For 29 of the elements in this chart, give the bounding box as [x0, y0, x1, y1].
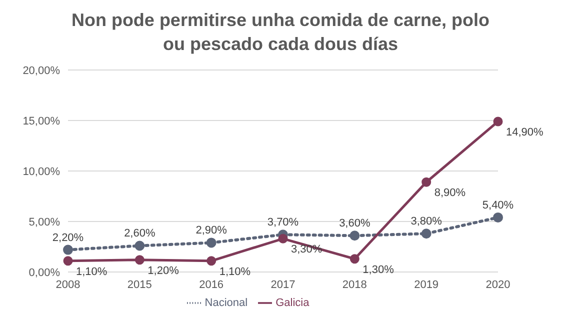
x-tick-label: 2015	[127, 278, 152, 291]
x-tick-label: 2020	[486, 278, 510, 291]
y-tick-label: 0,00%	[28, 266, 60, 279]
legend-label: Galicia	[276, 296, 310, 309]
data-label: 3,30%	[291, 244, 322, 256]
y-tick-label: 20,00%	[22, 64, 60, 77]
data-label: 14,90%	[506, 126, 544, 139]
data-label: 2,90%	[196, 224, 228, 237]
data-label: 3,60%	[339, 218, 370, 230]
data-label: 1,10%	[219, 266, 251, 278]
x-tick-label: 2008	[56, 278, 80, 291]
x-tick-label: 2016	[199, 278, 224, 291]
x-tick-label: 2018	[342, 278, 367, 291]
data-label: 5,40%	[482, 199, 514, 212]
data-label: 1,10%	[76, 266, 108, 278]
y-tick-label: 15,00%	[22, 115, 60, 128]
data-label: 1,30%	[362, 264, 394, 276]
data-label: 8,90%	[434, 187, 466, 200]
data-label: 3,70%	[267, 216, 299, 229]
x-tick-label: 2019	[414, 278, 439, 291]
data-label: 1,20%	[148, 264, 180, 277]
y-tick-label: 10,00%	[22, 166, 60, 178]
data-label: 2,60%	[124, 228, 156, 240]
y-tick-label: 5,00%	[28, 216, 60, 228]
chart-title: Non pode permitirse unha comida de carne, polo ou pescado cada dous días	[70, 9, 490, 56]
legend-label: Nacional	[204, 296, 248, 309]
data-label: 2,20%	[52, 232, 84, 244]
data-label: 3,80%	[410, 216, 442, 228]
x-tick-label: 2017	[270, 278, 296, 291]
